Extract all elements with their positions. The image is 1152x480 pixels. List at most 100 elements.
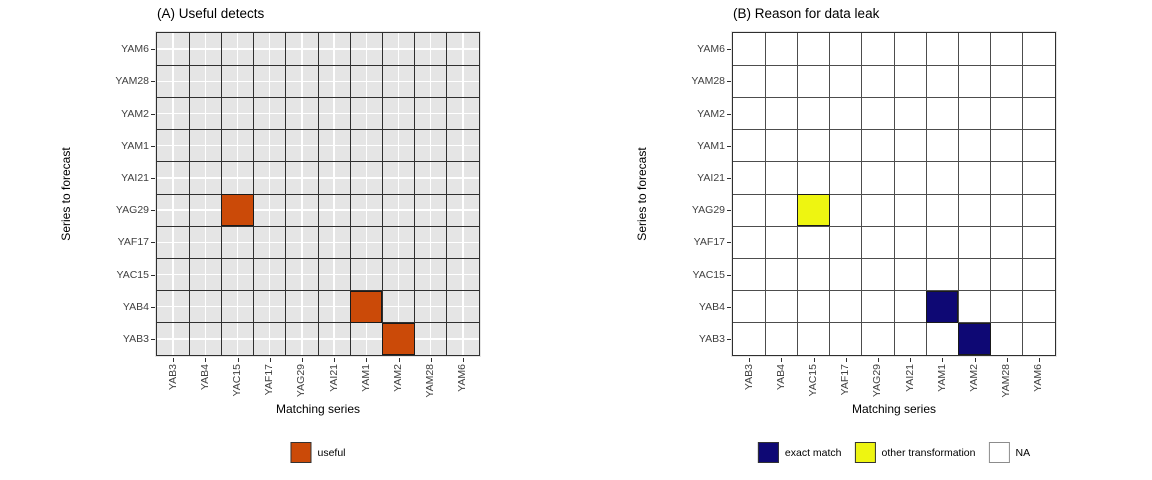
x-axis-tick-label: YAB3	[166, 364, 179, 391]
x-axis-tick-mark	[173, 358, 175, 362]
y-axis-tick-mark	[150, 242, 155, 244]
cell-border-line-horizontal	[733, 290, 1055, 292]
x-axis-tick-mark	[462, 358, 464, 362]
legend-label: useful	[317, 446, 346, 459]
x-axis-tick-label: YAI21	[903, 364, 916, 392]
chart-b-plot-panel	[731, 31, 1057, 357]
y-axis-tick-mark	[726, 242, 731, 244]
chart-a-y-axis-title: Series to forecast	[59, 147, 73, 241]
y-axis-tick-mark	[726, 81, 731, 83]
x-axis-tick-label: YAM6	[456, 364, 469, 392]
x-axis-tick-label: YAM2	[392, 364, 404, 392]
x-axis-tick-label: YAB3	[742, 364, 755, 391]
legend-label: NA	[1015, 446, 1031, 459]
legend-swatch	[988, 442, 1010, 463]
cell-border-line-vertical	[349, 33, 351, 355]
cell-border-line-horizontal	[157, 257, 479, 259]
cell-border-line-horizontal	[157, 193, 479, 195]
y-axis-tick-mark	[150, 177, 155, 179]
x-axis-tick-mark	[781, 358, 783, 362]
y-axis-tick-label: YAB4	[698, 300, 725, 313]
x-axis-tick-mark	[205, 358, 207, 362]
y-axis-tick-label: YAM6	[697, 43, 725, 56]
y-axis-tick-mark	[726, 274, 731, 276]
cell-border-line-vertical	[381, 33, 383, 355]
cell-border-line-vertical	[990, 33, 992, 355]
chart-b-heatmap-grid	[732, 32, 1056, 356]
x-axis-tick-mark	[877, 358, 879, 362]
x-axis-tick-mark	[398, 358, 400, 362]
x-axis-tick-label: YAC15	[807, 364, 819, 397]
cell-border-line-horizontal	[733, 225, 1055, 227]
chart-a-plot-panel	[155, 31, 481, 357]
x-axis-tick-label: YAM6	[1032, 364, 1045, 392]
y-axis-tick-mark	[150, 306, 155, 308]
heatmap-tile	[350, 290, 383, 323]
y-axis-tick-label: YAB4	[122, 300, 149, 313]
legend-label: exact match	[784, 446, 842, 459]
y-axis-tick-mark	[726, 113, 731, 115]
x-axis-tick-mark	[430, 358, 432, 362]
y-axis-tick-label: YAC15	[116, 268, 150, 281]
heatmap-tile	[926, 290, 959, 323]
chart-b-reason-for-data-leak: (B) Reason for data leak Series to forec…	[576, 0, 1152, 480]
legend-swatch	[757, 442, 779, 463]
y-axis-tick-label: YAF17	[693, 236, 725, 249]
x-axis-tick-label: YAF17	[263, 364, 276, 396]
y-axis-tick-label: YAM1	[121, 139, 149, 152]
cell-border-line-horizontal	[157, 322, 479, 324]
cell-border-line-horizontal	[733, 193, 1055, 195]
cell-border-line-horizontal	[157, 225, 479, 227]
x-axis-tick-mark	[366, 358, 368, 362]
y-axis-tick-mark	[150, 338, 155, 340]
chart-b-legend: exact match other transformation NA	[757, 442, 1031, 463]
x-axis-tick-mark	[845, 358, 847, 362]
x-axis-tick-label: YAF17	[839, 364, 852, 396]
x-axis-tick-label: YAC15	[231, 364, 243, 397]
x-axis-tick-label: YAM28	[424, 364, 437, 398]
x-axis-tick-mark	[237, 358, 239, 362]
x-axis-tick-label: YAI21	[327, 364, 340, 392]
y-axis-tick-label: YAG29	[115, 204, 149, 217]
legend-label: other transformation	[881, 446, 976, 459]
x-axis-tick-label: YAG29	[295, 364, 308, 398]
x-axis-tick-mark	[813, 358, 815, 362]
x-axis-tick-mark	[1038, 358, 1040, 362]
chart-b-x-axis-title: Matching series	[851, 402, 937, 416]
y-axis-tick-mark	[150, 274, 155, 276]
y-axis-tick-mark	[726, 49, 731, 51]
x-axis-tick-mark	[910, 358, 912, 362]
x-axis-tick-label: YAM1	[359, 364, 372, 392]
legend-item: other transformation	[854, 442, 976, 463]
y-axis-tick-label: YAM2	[697, 107, 725, 120]
y-axis-tick-mark	[150, 145, 155, 147]
x-axis-tick-mark	[269, 358, 271, 362]
y-axis-tick-label: YAB3	[698, 332, 725, 345]
y-axis-tick-label: YAM6	[121, 43, 149, 56]
x-axis-tick-mark	[301, 358, 303, 362]
y-axis-tick-label: YAM28	[115, 75, 149, 88]
legend-swatch	[290, 442, 312, 463]
y-axis-tick-label: YAM1	[697, 139, 725, 152]
y-axis-tick-mark	[150, 210, 155, 212]
x-axis-tick-label: YAB4	[198, 364, 211, 391]
chart-a-heatmap-grid	[156, 32, 480, 356]
chart-b-title: (B) Reason for data leak	[733, 6, 880, 21]
heatmap-tile	[958, 322, 991, 355]
cell-border-line-vertical	[957, 33, 959, 355]
cell-border-line-vertical	[925, 33, 927, 355]
heatmap-tile	[382, 322, 415, 355]
x-axis-tick-label: YAB4	[774, 364, 787, 391]
chart-a-legend: useful	[290, 442, 346, 463]
y-axis-tick-label: YAM2	[121, 107, 149, 120]
cell-border-line-horizontal	[733, 322, 1055, 324]
x-axis-tick-label: YAG29	[871, 364, 884, 398]
y-axis-tick-label: YAI21	[121, 171, 149, 184]
heatmap-tile	[221, 194, 254, 227]
chart-a-useful-detects: (A) Useful detects Series to forecast Ma…	[59, 6, 481, 463]
x-axis-tick-label: YAM1	[935, 364, 948, 392]
legend-item: useful	[290, 442, 346, 463]
heatmap-tile	[797, 194, 830, 227]
y-axis-tick-mark	[150, 113, 155, 115]
